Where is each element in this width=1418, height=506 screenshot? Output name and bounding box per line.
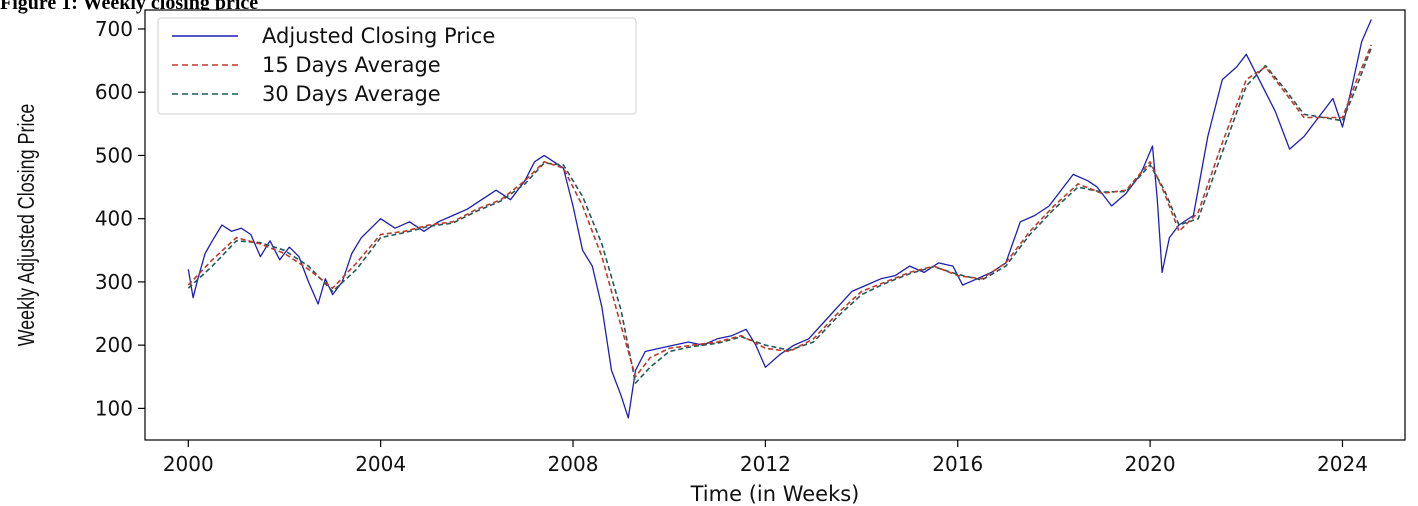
x-tick-label: 2020 <box>1125 452 1176 476</box>
x-tick-label: 2024 <box>1317 452 1368 476</box>
y-axis-ticks: 100 200 300 400 500 600 700 <box>95 17 145 420</box>
legend: Adjusted Closing Price 15 Days Average 30 … <box>157 17 637 115</box>
x-axis-label: Time (in Weeks) <box>690 482 860 506</box>
series-line-2 <box>187 44 1373 378</box>
series-layer <box>187 19 1373 419</box>
y-axis-label: Weekly Adjusted Closing Price <box>14 104 40 347</box>
y-tick-label: 200 <box>95 333 133 357</box>
legend-box <box>157 17 637 115</box>
x-tick-label: 2008 <box>548 452 599 476</box>
y-tick-label: 500 <box>95 143 133 167</box>
series-line-1 <box>187 19 1372 419</box>
y-tick-label: 600 <box>95 80 133 104</box>
x-tick-label: 2012 <box>740 452 791 476</box>
legend-label-2: 15 Days Average <box>262 53 441 77</box>
x-axis-ticks: 2000 2004 2008 2012 2016 2020 2024 <box>163 440 1368 476</box>
x-tick-label: 2016 <box>932 452 983 476</box>
x-tick-label: 2004 <box>355 452 406 476</box>
y-tick-label: 700 <box>95 17 133 41</box>
legend-label-1: Adjusted Closing Price <box>262 24 495 48</box>
y-tick-label: 400 <box>95 207 133 231</box>
y-tick-label: 300 <box>95 270 133 294</box>
legend-label-3: 30 Days Average <box>262 82 441 106</box>
x-tick-label: 2000 <box>163 452 214 476</box>
series-line-3 <box>187 47 1373 384</box>
y-tick-label: 100 <box>95 396 133 420</box>
